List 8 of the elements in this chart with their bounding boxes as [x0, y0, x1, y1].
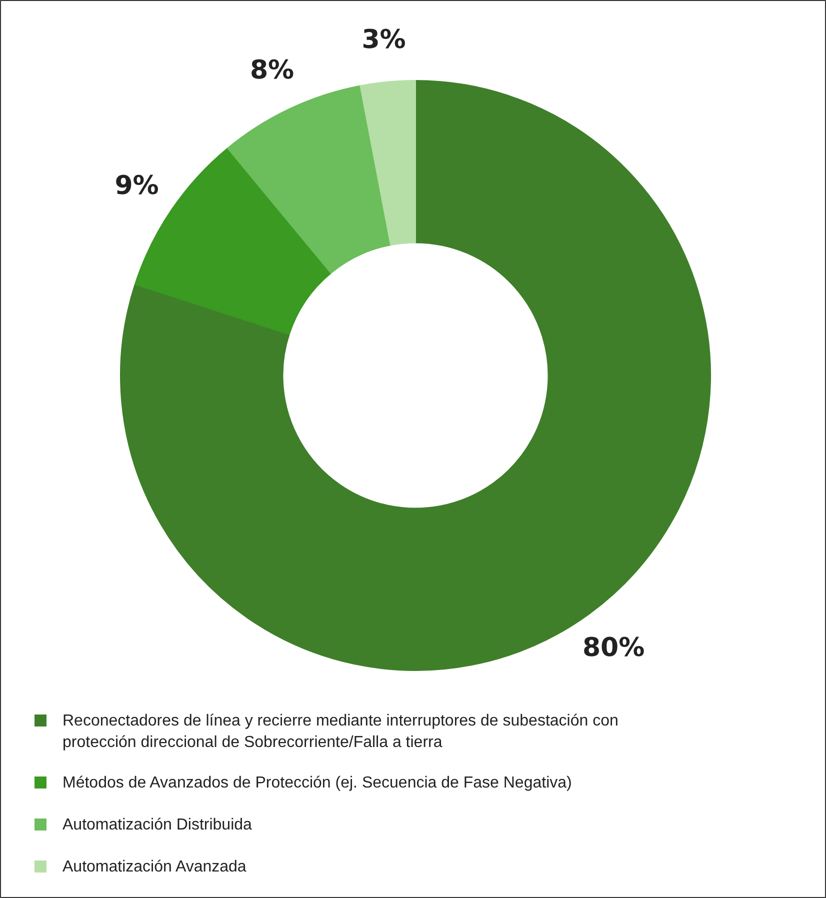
data-label: 8% — [250, 56, 294, 86]
legend-label: Métodos de Avanzados de Protección (ej. Secuencia de Fase Negativa) — [62, 774, 572, 792]
data-label: 9% — [114, 171, 159, 202]
data-label: 80% — [582, 633, 645, 664]
data-label: 3% — [362, 24, 406, 55]
legend-label: Automatización Avanzada — [62, 858, 246, 876]
legend-label: Reconectadores de línea y recierre mediante interruptores de subestación con protección direccional de Sobrecorriente/Falla a tierra — [62, 712, 618, 751]
legend-label: Automatización Distribuida — [62, 816, 252, 834]
